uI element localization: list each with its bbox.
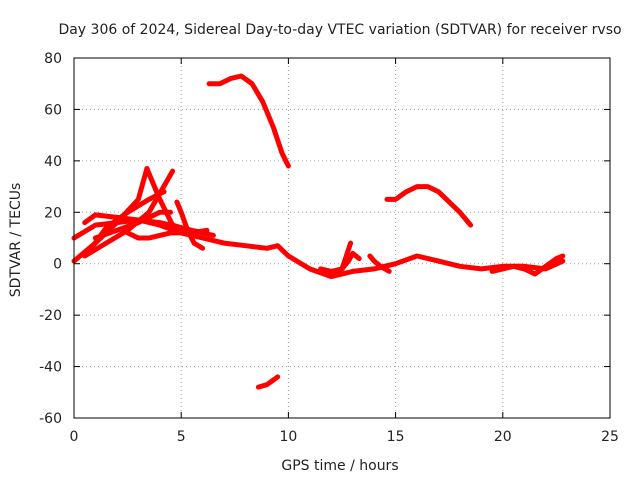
series-arc-rise-d — [92, 209, 173, 241]
series-group — [71, 73, 566, 390]
ticks: 0 5 10 15 20 25 -60 -40 -20 0 20 40 60 80 — [39, 51, 619, 445]
y-tick-label: 60 — [44, 102, 62, 118]
y-tick-label: 80 — [44, 51, 62, 67]
y-tick-label: -20 — [39, 308, 62, 324]
y-tick-label: 0 — [53, 257, 62, 273]
x-tick-label: 15 — [387, 429, 405, 445]
y-axis-label: SDTVAR / TECUs — [8, 183, 24, 298]
series-arc-h — [489, 253, 566, 277]
x-tick-label: 0 — [70, 429, 79, 445]
plot-frame — [73, 57, 611, 419]
x-tick-label: 10 — [279, 429, 297, 445]
series-arc-high — [206, 73, 291, 169]
series-arc-loop-f — [328, 240, 354, 277]
series-arc-rise-b — [82, 168, 176, 259]
series-arc-afternoon — [384, 184, 474, 228]
y-tick-label: 20 — [44, 205, 62, 221]
x-tick-label: 5 — [177, 429, 186, 445]
series-arc-g — [367, 253, 392, 274]
x-axis-label: GPS time / hours — [281, 458, 398, 474]
x-tick-label: 20 — [494, 429, 512, 445]
series-arc-drop-b — [174, 199, 206, 251]
y-tick-label: -60 — [39, 411, 62, 427]
y-tick-label: 40 — [44, 154, 62, 170]
series-arc-neg — [255, 374, 281, 390]
x-tick-label: 25 — [601, 429, 619, 445]
chart-title: Day 306 of 2024, Sidereal Day-to-day VTE… — [58, 22, 621, 38]
y-tick-label: -40 — [39, 360, 62, 376]
